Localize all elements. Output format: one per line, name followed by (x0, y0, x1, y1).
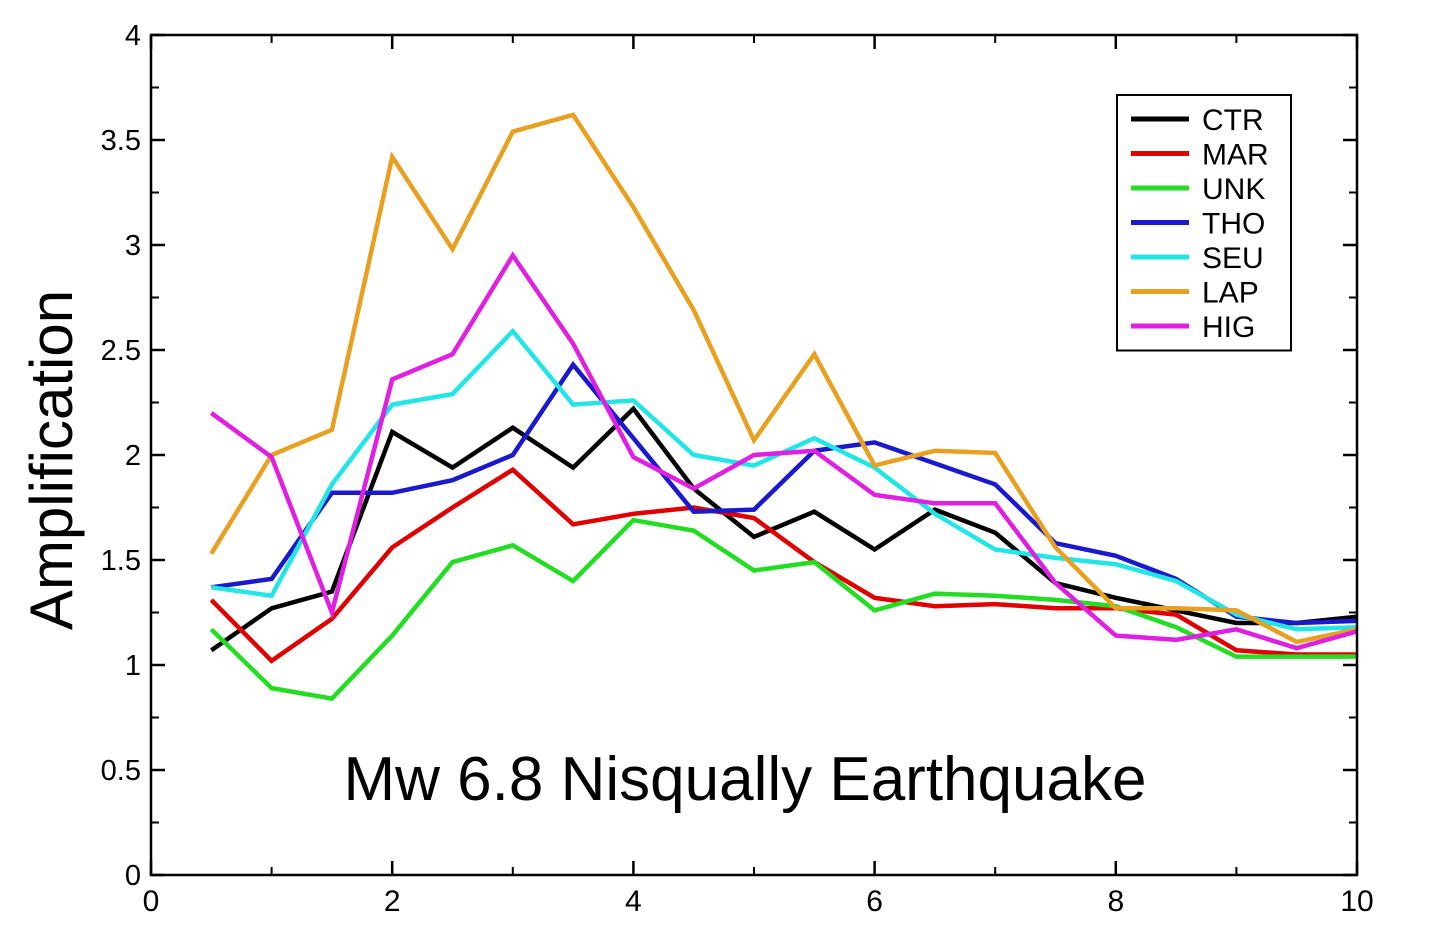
series-line-ctr (210, 405, 1358, 653)
y-tick-label: 3 (125, 230, 141, 262)
y-tick-label: 3.5 (101, 125, 141, 157)
y-tick-label: 2.5 (101, 335, 141, 367)
chart-annotation: Mw 6.8 Nisqually Earthquake (344, 745, 1147, 814)
y-tick-label: 0 (125, 860, 141, 892)
x-tick-label: 2 (384, 885, 401, 918)
x-tick-label: 4 (625, 885, 642, 918)
legend-label-seu: SEU (1202, 242, 1264, 275)
legend-label-unk: UNK (1202, 173, 1265, 206)
series-line-unk (209, 517, 1357, 702)
y-tick-label: 1 (125, 650, 141, 682)
x-tick-label: 6 (866, 885, 883, 918)
x-tick-label: 10 (1340, 885, 1373, 918)
legend-label-ctr: CTR (1202, 104, 1264, 137)
y-tick-label: 2 (125, 440, 141, 472)
legend-label-hig: HIG (1202, 311, 1255, 344)
y-axis-label: Amplification (18, 290, 85, 630)
series-line-lap (209, 112, 1358, 645)
ticks-layer: 0 2 4 6 8 10 0 0.5 1 1.5 2 2.5 3 3.5 4 (101, 20, 1374, 918)
y-tick-label: 4 (125, 20, 141, 52)
series-line-tho (210, 360, 1358, 626)
series-line-mar (209, 466, 1357, 664)
legend-label-tho: THO (1202, 208, 1265, 241)
y-tick-label: 0.5 (101, 755, 141, 787)
x-tick-label: 0 (143, 885, 160, 918)
legend-label-mar: MAR (1202, 139, 1269, 172)
series-layer (209, 112, 1358, 702)
x-tick-label: 8 (1107, 885, 1124, 918)
series-line-hig (209, 251, 1358, 651)
y-tick-label: 1.5 (101, 545, 141, 577)
legend-label-lap: LAP (1202, 277, 1259, 310)
